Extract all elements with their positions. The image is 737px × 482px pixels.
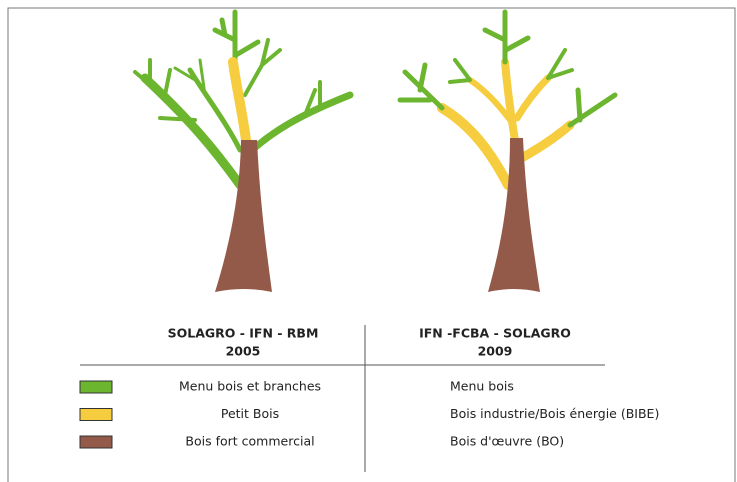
column-year: 2009	[478, 344, 513, 359]
legend-swatch	[79, 380, 113, 394]
legend-label: Menu bois	[450, 379, 514, 394]
frame	[7, 7, 736, 482]
column-year: 2005	[226, 344, 261, 359]
tree-2009	[397, 9, 618, 292]
legend-label: Bois d'œuvre (BO)	[450, 434, 564, 449]
legend-swatch	[79, 408, 113, 421]
legend-label: Petit Bois	[221, 406, 279, 421]
column-title: IFN -FCBA - SOLAGRO	[419, 326, 571, 341]
legend-swatch	[79, 435, 113, 449]
tree-2005	[133, 9, 354, 292]
legend-label: Bois industrie/Bois énergie (BIBE)	[450, 406, 659, 421]
legend-label: Menu bois et branches	[179, 379, 321, 394]
column-title: SOLAGRO - IFN - RBM	[168, 326, 319, 341]
legend-label: Bois fort commercial	[185, 434, 314, 449]
